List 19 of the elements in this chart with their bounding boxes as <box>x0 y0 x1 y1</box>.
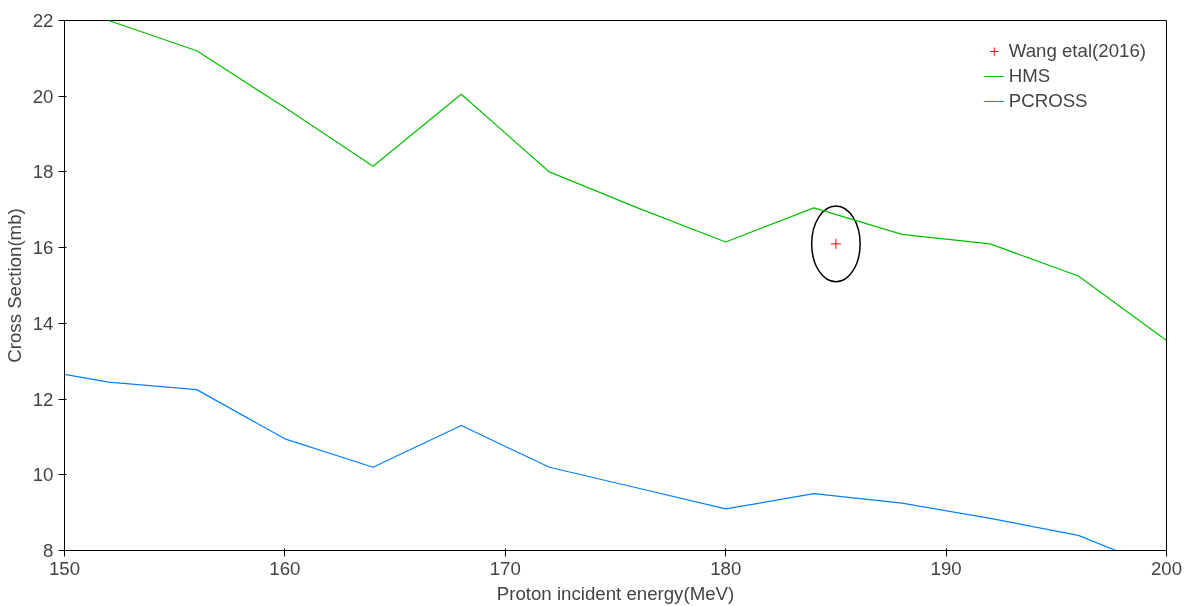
y-tick-label: 16 <box>32 237 54 259</box>
y-tick-label: 14 <box>32 312 54 334</box>
line-series <box>64 373 1117 551</box>
legend-label: PCROSS <box>1008 90 1088 112</box>
x-tick-label: 190 <box>930 557 962 579</box>
y-axis-title: Cross Section(mb) <box>3 208 25 363</box>
y-tick-label: 12 <box>32 388 54 410</box>
y-tick-label: 10 <box>32 464 54 486</box>
y-tick-label: 18 <box>32 161 54 183</box>
x-tick-label: 200 <box>1150 557 1183 579</box>
x-axis-title: Proton incident energy(MeV) <box>496 582 735 604</box>
x-tick-label: 180 <box>710 557 742 579</box>
y-tick-label: 22 <box>32 10 54 31</box>
x-tick-label: 160 <box>269 557 301 579</box>
legend-label: HMS <box>1008 65 1051 87</box>
legend-label: Wang etal(2016) <box>1008 40 1146 62</box>
x-tick-label: 170 <box>489 557 521 579</box>
y-tick-label: 20 <box>32 85 54 107</box>
line-series <box>107 20 1167 341</box>
